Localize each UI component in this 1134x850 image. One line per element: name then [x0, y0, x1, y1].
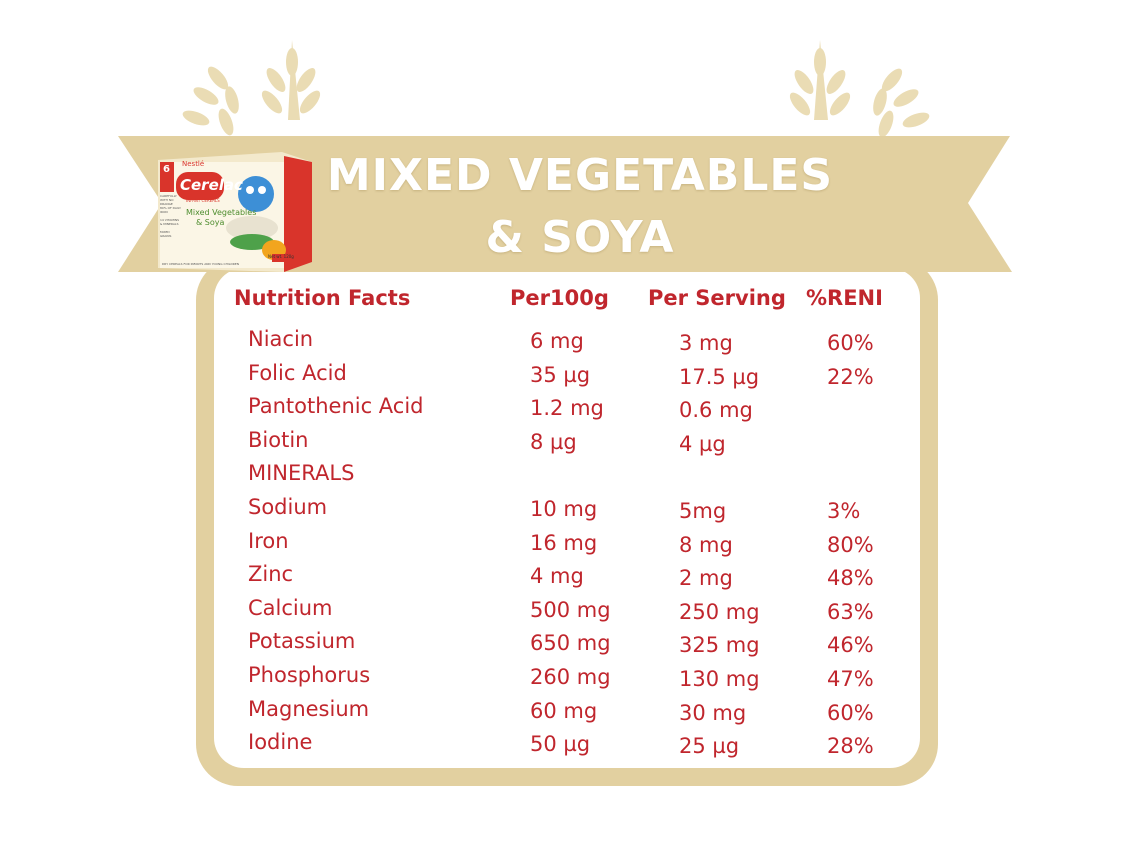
reni-value: 47% — [827, 667, 874, 691]
per-serving-value: 8 mg — [679, 532, 733, 557]
nutrient-name: Pantothenic Acid — [248, 394, 424, 419]
nutrient-name: Potassium — [248, 629, 356, 654]
nutrient-name: Sodium — [248, 495, 328, 519]
product-claim-2: 80% OF DAILY IRON — [160, 206, 181, 214]
per-serving-value: 25 µg — [679, 734, 740, 759]
per-serving-value: 4 µg — [679, 431, 726, 456]
nutrient-name: Zinc — [248, 562, 294, 587]
per-serving-value: 130 mg — [679, 667, 760, 691]
nutrient-name: Iron — [248, 528, 289, 553]
age-badge: 6 — [163, 164, 170, 175]
reni-value: 46% — [827, 633, 874, 658]
per100g-value: 16 mg — [530, 530, 598, 555]
reni-value: 60% — [827, 331, 874, 355]
per100g-value: 8 µg — [530, 429, 577, 454]
nutrient-name: Folic Acid — [248, 360, 347, 385]
reni-value: 48% — [827, 566, 874, 591]
product-brand: Nestlé — [182, 160, 205, 168]
per-serving-value: 5mg — [679, 499, 727, 523]
ribbon-banner — [118, 40, 1012, 272]
reni-value: 60% — [827, 700, 874, 725]
product-net-weight: Net wt. 120g — [268, 254, 294, 259]
nutrient-name: Biotin — [248, 427, 309, 452]
per100g-value: 10 mg — [530, 497, 598, 521]
product-box: Nestlé Cerelac INFANT CEREALS 6 Mixed Ve… — [152, 150, 312, 274]
product-flavor-line2: & Soya — [196, 218, 225, 227]
header-reni: %RENI — [806, 286, 883, 310]
per-serving-value: 250 mg — [679, 599, 760, 624]
nutrient-name: Magnesium — [248, 696, 370, 721]
per-serving-value: 17.5 µg — [679, 364, 760, 389]
per100g-value: 260 mg — [530, 665, 611, 689]
per-serving-value: 2 mg — [679, 566, 733, 591]
nutrient-name: MINERALS — [248, 461, 355, 486]
product-flavor-line1: Mixed Vegetables — [186, 208, 257, 217]
per-serving-value: 30 mg — [679, 700, 747, 725]
product-name: Cerelac — [180, 176, 243, 194]
per100g-value: 6 mg — [530, 329, 584, 353]
product-tagline: DRY CEREALS FOR INFANTS AND YOUNG CHILDR… — [162, 262, 239, 266]
per-serving-value: 3 mg — [679, 331, 733, 355]
product-subtitle: INFANT CEREALS — [186, 198, 220, 203]
nutrition-card-inner — [214, 268, 920, 768]
product-claim-3: 14 VITAMINS & MINERALS — [160, 218, 179, 226]
banner-title-line1: MIXED VEGETABLES — [326, 150, 834, 201]
reni-value: 80% — [827, 532, 874, 557]
per-serving-value: 325 mg — [679, 633, 760, 658]
per100g-value: 500 mg — [530, 597, 611, 622]
nutrient-name: Iodine — [248, 730, 313, 755]
reni-value: 22% — [827, 364, 874, 389]
reni-value: 28% — [827, 734, 874, 759]
per100g-value: 1.2 mg — [530, 396, 604, 421]
per100g-value: 650 mg — [530, 631, 611, 656]
per-serving-value: 0.6 mg — [679, 398, 753, 423]
nutrient-name: Niacin — [248, 327, 314, 351]
wheat-left-icon — [182, 40, 321, 136]
reni-value: 63% — [827, 599, 874, 624]
wheat-right-icon — [789, 40, 930, 138]
header-per100g: Per100g — [510, 286, 609, 310]
banner-title-line2: & SOYA — [485, 212, 675, 263]
per100g-value: 60 mg — [530, 698, 598, 723]
header-per-serving: Per Serving — [648, 286, 786, 310]
per100g-value: 4 mg — [530, 564, 584, 589]
nutrient-name: Calcium — [248, 595, 333, 620]
reni-value: 3% — [827, 499, 861, 523]
product-claim-4: MIXED GRAINS — [160, 230, 172, 238]
per100g-value: 35 µg — [530, 362, 591, 387]
nutrient-name: Phosphorus — [248, 663, 371, 687]
product-claim-1: CAREFULLY WITH NO DRANGE — [160, 194, 177, 206]
nutrition-card — [196, 258, 938, 786]
header-nutrition-facts: Nutrition Facts — [234, 286, 411, 310]
per100g-value: 50 µg — [530, 732, 591, 757]
